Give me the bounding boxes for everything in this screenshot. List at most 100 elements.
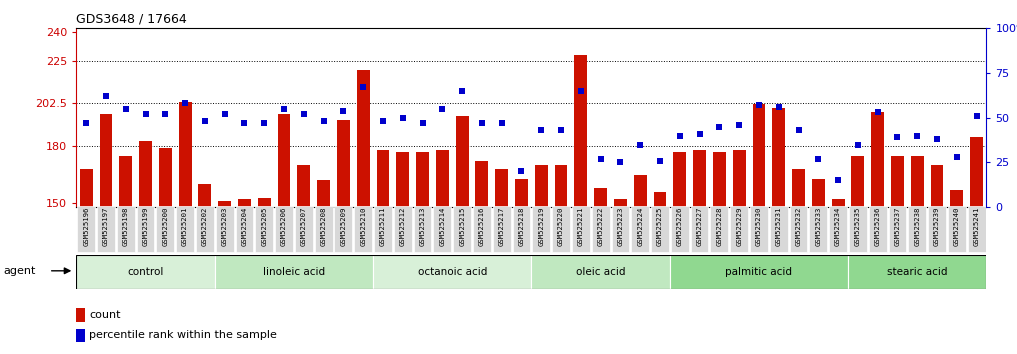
- FancyBboxPatch shape: [196, 206, 214, 252]
- Bar: [772, 108, 785, 207]
- Text: GSM525228: GSM525228: [716, 207, 722, 246]
- Bar: [76, 255, 215, 289]
- Point: [355, 85, 371, 90]
- Text: GSM525233: GSM525233: [816, 207, 822, 246]
- Text: GSM525238: GSM525238: [914, 207, 920, 246]
- Bar: [397, 152, 409, 207]
- Text: GSM525204: GSM525204: [241, 207, 247, 246]
- Point: [158, 111, 174, 117]
- Text: GSM525226: GSM525226: [676, 207, 682, 246]
- Bar: [337, 120, 350, 207]
- Point: [256, 120, 273, 126]
- Point: [315, 119, 332, 124]
- Point: [889, 135, 905, 140]
- FancyBboxPatch shape: [157, 206, 174, 252]
- Bar: [950, 190, 963, 207]
- Text: GSM525199: GSM525199: [142, 207, 148, 246]
- Point: [236, 120, 252, 126]
- Point: [533, 127, 549, 133]
- Point: [78, 120, 95, 126]
- FancyBboxPatch shape: [493, 206, 511, 252]
- Text: agent: agent: [3, 266, 36, 276]
- Point: [751, 102, 767, 108]
- Text: GSM525215: GSM525215: [459, 207, 465, 246]
- Text: GDS3648 / 17664: GDS3648 / 17664: [76, 12, 187, 25]
- Text: GSM525216: GSM525216: [479, 207, 485, 246]
- Bar: [654, 192, 666, 207]
- Bar: [278, 114, 291, 207]
- Point: [276, 106, 292, 112]
- Text: GSM525218: GSM525218: [519, 207, 525, 246]
- Bar: [931, 165, 944, 207]
- Bar: [456, 116, 469, 207]
- Bar: [476, 161, 488, 207]
- Bar: [357, 70, 369, 207]
- FancyBboxPatch shape: [414, 206, 431, 252]
- Point: [98, 93, 114, 99]
- Text: GSM525240: GSM525240: [954, 207, 960, 246]
- FancyBboxPatch shape: [968, 206, 985, 252]
- FancyBboxPatch shape: [117, 206, 134, 252]
- Text: GSM525225: GSM525225: [657, 207, 663, 246]
- Bar: [373, 255, 531, 289]
- Bar: [713, 152, 726, 207]
- Text: GSM525203: GSM525203: [222, 207, 228, 246]
- Point: [652, 158, 668, 164]
- Text: control: control: [127, 267, 164, 277]
- Text: GSM525211: GSM525211: [380, 207, 386, 246]
- Text: GSM525229: GSM525229: [736, 207, 742, 246]
- Point: [771, 104, 787, 110]
- FancyBboxPatch shape: [314, 206, 333, 252]
- FancyBboxPatch shape: [552, 206, 570, 252]
- Bar: [76, 329, 85, 342]
- Text: GSM525202: GSM525202: [202, 207, 207, 246]
- Bar: [297, 165, 310, 207]
- Text: GSM525197: GSM525197: [103, 207, 109, 246]
- Point: [909, 133, 925, 138]
- FancyBboxPatch shape: [691, 206, 709, 252]
- Point: [711, 124, 727, 130]
- Bar: [614, 200, 626, 207]
- FancyBboxPatch shape: [532, 206, 550, 252]
- Bar: [792, 169, 804, 207]
- Point: [434, 106, 451, 112]
- Bar: [848, 255, 986, 289]
- Bar: [753, 104, 766, 207]
- Point: [573, 88, 589, 94]
- FancyBboxPatch shape: [276, 206, 293, 252]
- Point: [968, 113, 984, 119]
- Bar: [119, 156, 132, 207]
- FancyBboxPatch shape: [651, 206, 669, 252]
- Bar: [76, 308, 85, 321]
- FancyBboxPatch shape: [869, 206, 887, 252]
- Text: linoleic acid: linoleic acid: [262, 267, 325, 277]
- Point: [493, 120, 510, 126]
- Bar: [575, 55, 587, 207]
- Text: GSM525223: GSM525223: [617, 207, 623, 246]
- Bar: [634, 175, 647, 207]
- Bar: [694, 150, 706, 207]
- Bar: [436, 150, 448, 207]
- Bar: [515, 178, 528, 207]
- Bar: [670, 255, 848, 289]
- Text: palmitic acid: palmitic acid: [725, 267, 792, 277]
- Text: GSM525219: GSM525219: [538, 207, 544, 246]
- FancyBboxPatch shape: [176, 206, 194, 252]
- Bar: [851, 156, 864, 207]
- FancyBboxPatch shape: [632, 206, 649, 252]
- Text: GSM525209: GSM525209: [341, 207, 347, 246]
- Point: [929, 136, 945, 142]
- Bar: [317, 181, 331, 207]
- FancyBboxPatch shape: [216, 206, 234, 252]
- Bar: [911, 156, 923, 207]
- Bar: [79, 169, 93, 207]
- Point: [137, 111, 154, 117]
- Point: [217, 111, 233, 117]
- Bar: [215, 255, 373, 289]
- FancyBboxPatch shape: [97, 206, 115, 252]
- Point: [474, 120, 490, 126]
- Text: GSM525234: GSM525234: [835, 207, 841, 246]
- Text: GSM525198: GSM525198: [123, 207, 129, 246]
- Text: GSM525222: GSM525222: [598, 207, 604, 246]
- Text: GSM525237: GSM525237: [894, 207, 900, 246]
